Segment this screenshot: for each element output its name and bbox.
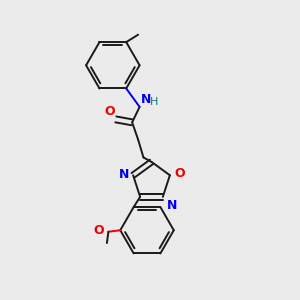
Text: O: O xyxy=(104,105,115,118)
Text: O: O xyxy=(175,167,185,180)
Text: N: N xyxy=(167,199,177,212)
Text: N: N xyxy=(140,93,151,106)
Text: H: H xyxy=(150,97,158,107)
Text: O: O xyxy=(93,224,104,237)
Text: N: N xyxy=(118,167,129,181)
